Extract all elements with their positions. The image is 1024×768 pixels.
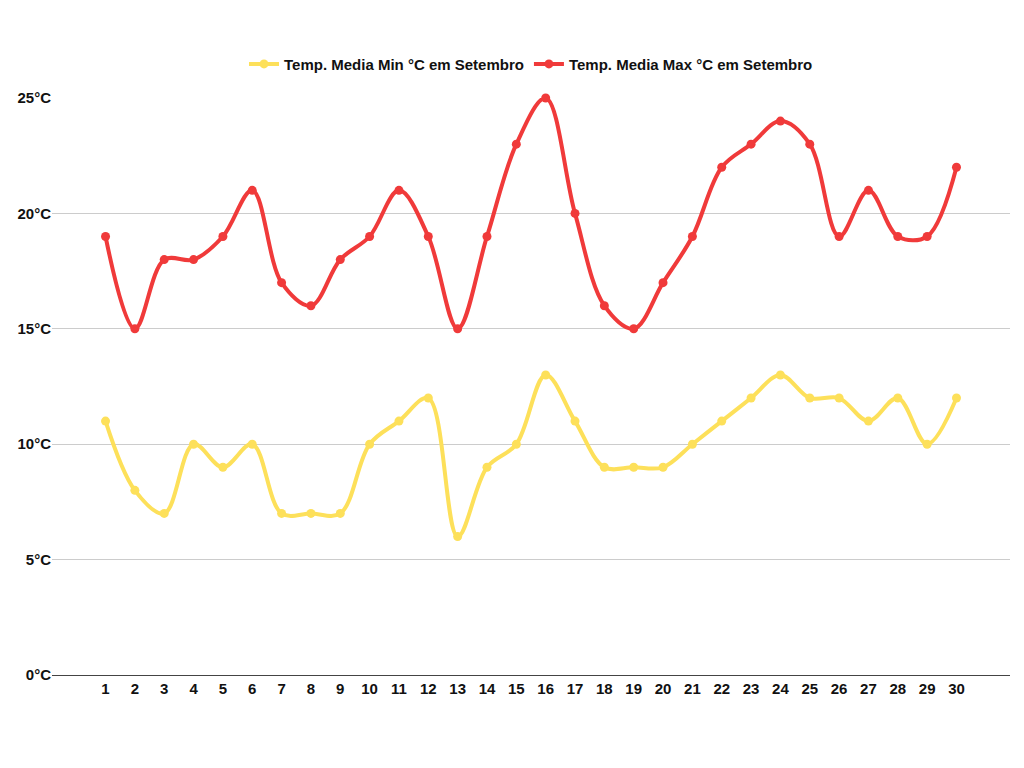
svg-text:24: 24 xyxy=(772,680,789,697)
svg-text:22: 22 xyxy=(713,680,730,697)
svg-text:25°C: 25°C xyxy=(17,89,51,106)
svg-text:17: 17 xyxy=(567,680,584,697)
svg-text:19: 19 xyxy=(625,680,642,697)
svg-text:20°C: 20°C xyxy=(17,205,51,222)
svg-text:2: 2 xyxy=(131,680,139,697)
svg-text:15°C: 15°C xyxy=(17,320,51,337)
svg-text:12: 12 xyxy=(420,680,437,697)
svg-text:7: 7 xyxy=(277,680,285,697)
svg-text:8: 8 xyxy=(307,680,315,697)
svg-text:5: 5 xyxy=(219,680,227,697)
svg-text:6: 6 xyxy=(248,680,256,697)
svg-text:3: 3 xyxy=(160,680,168,697)
svg-text:25: 25 xyxy=(801,680,818,697)
svg-text:1: 1 xyxy=(101,680,109,697)
svg-text:10°C: 10°C xyxy=(17,435,51,452)
svg-text:Temp. Media Min °C em Setembro: Temp. Media Min °C em Setembro xyxy=(284,56,524,73)
svg-text:15: 15 xyxy=(508,680,525,697)
svg-text:5°C: 5°C xyxy=(26,551,51,568)
svg-text:11: 11 xyxy=(391,680,407,697)
svg-text:23: 23 xyxy=(743,680,760,697)
svg-text:10: 10 xyxy=(361,680,378,697)
svg-text:Temp. Media Max °C em Setembro: Temp. Media Max °C em Setembro xyxy=(569,56,812,73)
svg-text:20: 20 xyxy=(655,680,672,697)
svg-text:28: 28 xyxy=(889,680,906,697)
svg-text:14: 14 xyxy=(479,680,496,697)
svg-text:16: 16 xyxy=(537,680,554,697)
svg-text:0°C: 0°C xyxy=(26,666,51,683)
svg-text:30: 30 xyxy=(948,680,965,697)
svg-text:21: 21 xyxy=(684,680,701,697)
svg-text:27: 27 xyxy=(860,680,877,697)
svg-text:26: 26 xyxy=(831,680,848,697)
svg-text:4: 4 xyxy=(189,680,198,697)
svg-text:18: 18 xyxy=(596,680,613,697)
svg-text:13: 13 xyxy=(449,680,466,697)
svg-text:29: 29 xyxy=(919,680,936,697)
svg-text:9: 9 xyxy=(336,680,344,697)
